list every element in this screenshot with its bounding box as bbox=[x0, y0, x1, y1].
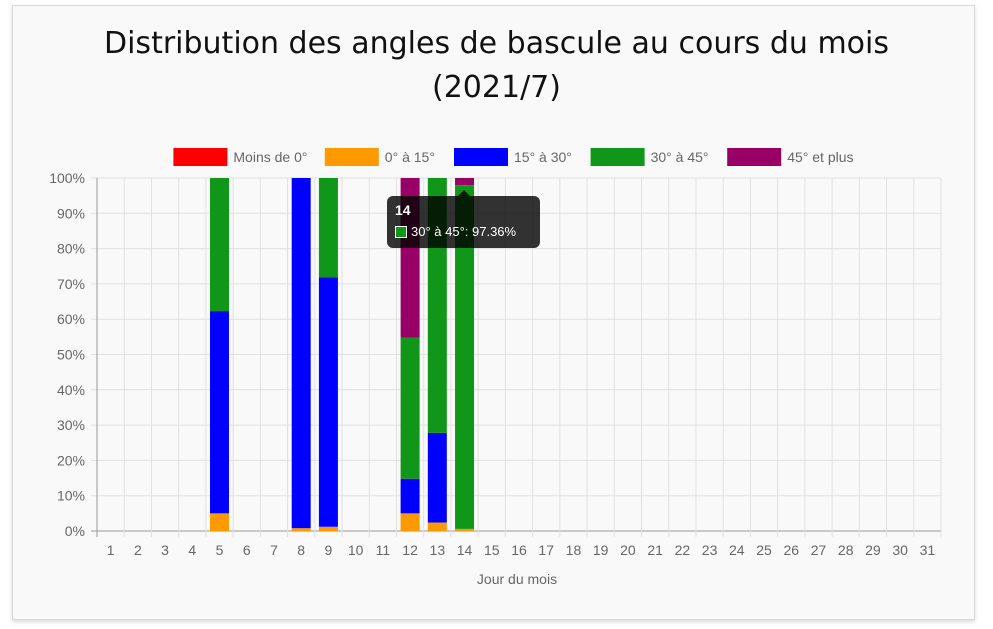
x-tick-label: 2 bbox=[134, 542, 142, 558]
x-tick-label: 24 bbox=[729, 542, 745, 558]
y-tick-label: 50% bbox=[57, 347, 85, 363]
y-tick-label: 70% bbox=[57, 276, 85, 292]
bar-segment bbox=[210, 311, 230, 514]
legend-swatch bbox=[727, 148, 782, 166]
x-tick-label: 19 bbox=[593, 542, 609, 558]
x-tick-label: 5 bbox=[216, 542, 224, 558]
x-tick-label: 27 bbox=[811, 542, 827, 558]
x-tick-label: 16 bbox=[511, 542, 527, 558]
bar-segment bbox=[455, 185, 475, 529]
x-tick-label: 31 bbox=[920, 542, 936, 558]
bar-segment bbox=[291, 528, 311, 531]
x-tick-label: 15 bbox=[484, 542, 500, 558]
x-tick-label: 11 bbox=[376, 542, 391, 558]
legend-swatch bbox=[454, 148, 508, 166]
x-tick-label: 7 bbox=[270, 542, 278, 558]
tooltip-swatch bbox=[395, 226, 407, 238]
x-tick-label: 4 bbox=[188, 542, 196, 558]
bar-segment bbox=[291, 178, 311, 529]
y-tick-label: 40% bbox=[57, 382, 85, 398]
y-tick-label: 80% bbox=[57, 241, 85, 257]
y-tick-label: 100% bbox=[49, 170, 85, 186]
legend-swatch bbox=[173, 148, 228, 166]
bar-segment bbox=[210, 513, 230, 531]
legend-label: 30° à 45° bbox=[651, 149, 709, 165]
bar-segment bbox=[400, 337, 420, 479]
legend-label: Moins de 0° bbox=[233, 149, 307, 165]
y-tick-label: 20% bbox=[57, 452, 85, 468]
bar-segment bbox=[318, 178, 338, 278]
bar-segment bbox=[318, 526, 338, 531]
bar-segment bbox=[400, 513, 420, 531]
x-axis-title: Jour du mois bbox=[477, 571, 557, 587]
bar-segment bbox=[210, 178, 230, 312]
bar-segment bbox=[455, 178, 475, 186]
x-tick-label: 20 bbox=[620, 542, 636, 558]
x-tick-label: 17 bbox=[538, 542, 554, 558]
x-tick-label: 13 bbox=[430, 542, 446, 558]
x-tick-label: 3 bbox=[161, 542, 169, 558]
y-tick-label: 90% bbox=[57, 205, 85, 221]
legend-swatch bbox=[590, 148, 645, 166]
y-tick-label: 30% bbox=[57, 417, 85, 433]
x-tick-label: 6 bbox=[243, 542, 251, 558]
chart-card bbox=[12, 5, 975, 620]
legend-label: 45° et plus bbox=[787, 149, 853, 165]
x-tick-label: 10 bbox=[348, 542, 364, 558]
x-tick-label: 12 bbox=[402, 542, 418, 558]
y-tick-label: 10% bbox=[57, 488, 85, 504]
y-tick-label: 60% bbox=[57, 311, 85, 327]
bar-segment bbox=[318, 277, 338, 527]
x-tick-label: 30 bbox=[892, 542, 908, 558]
x-tick-label: 14 bbox=[457, 542, 473, 558]
chart-title-line-2: (2021/7) bbox=[432, 70, 561, 105]
bar-segment bbox=[427, 522, 447, 531]
x-tick-label: 8 bbox=[297, 542, 305, 558]
x-tick-label: 9 bbox=[325, 542, 333, 558]
y-tick-label: 0% bbox=[65, 523, 85, 539]
x-tick-label: 26 bbox=[783, 542, 799, 558]
legend-label: 15° à 30° bbox=[514, 149, 572, 165]
x-tick-label: 29 bbox=[865, 542, 881, 558]
chart-tooltip: 14 30° à 45°: 97.36% bbox=[387, 190, 540, 248]
tooltip-title: 14 bbox=[395, 202, 411, 218]
x-tick-label: 18 bbox=[566, 542, 582, 558]
legend-label: 0° à 15° bbox=[385, 149, 435, 165]
x-tick-label: 21 bbox=[647, 542, 663, 558]
x-tick-label: 1 bbox=[107, 542, 115, 558]
x-tick-label: 28 bbox=[838, 542, 854, 558]
tooltip-label: 30° à 45°: 97.36% bbox=[411, 224, 517, 239]
bar-segment bbox=[427, 432, 447, 523]
tooltip-caret bbox=[458, 190, 470, 196]
chart-title-line-1: Distribution des angles de bascule au co… bbox=[104, 26, 889, 61]
bar-segment bbox=[400, 478, 420, 514]
bar-segment bbox=[455, 528, 475, 531]
x-tick-label: 22 bbox=[675, 542, 691, 558]
chart-title: Distribution des angles de bascule au co… bbox=[0, 22, 993, 110]
x-tick-label: 25 bbox=[756, 542, 772, 558]
x-tick-label: 23 bbox=[702, 542, 718, 558]
legend-swatch bbox=[324, 148, 379, 166]
